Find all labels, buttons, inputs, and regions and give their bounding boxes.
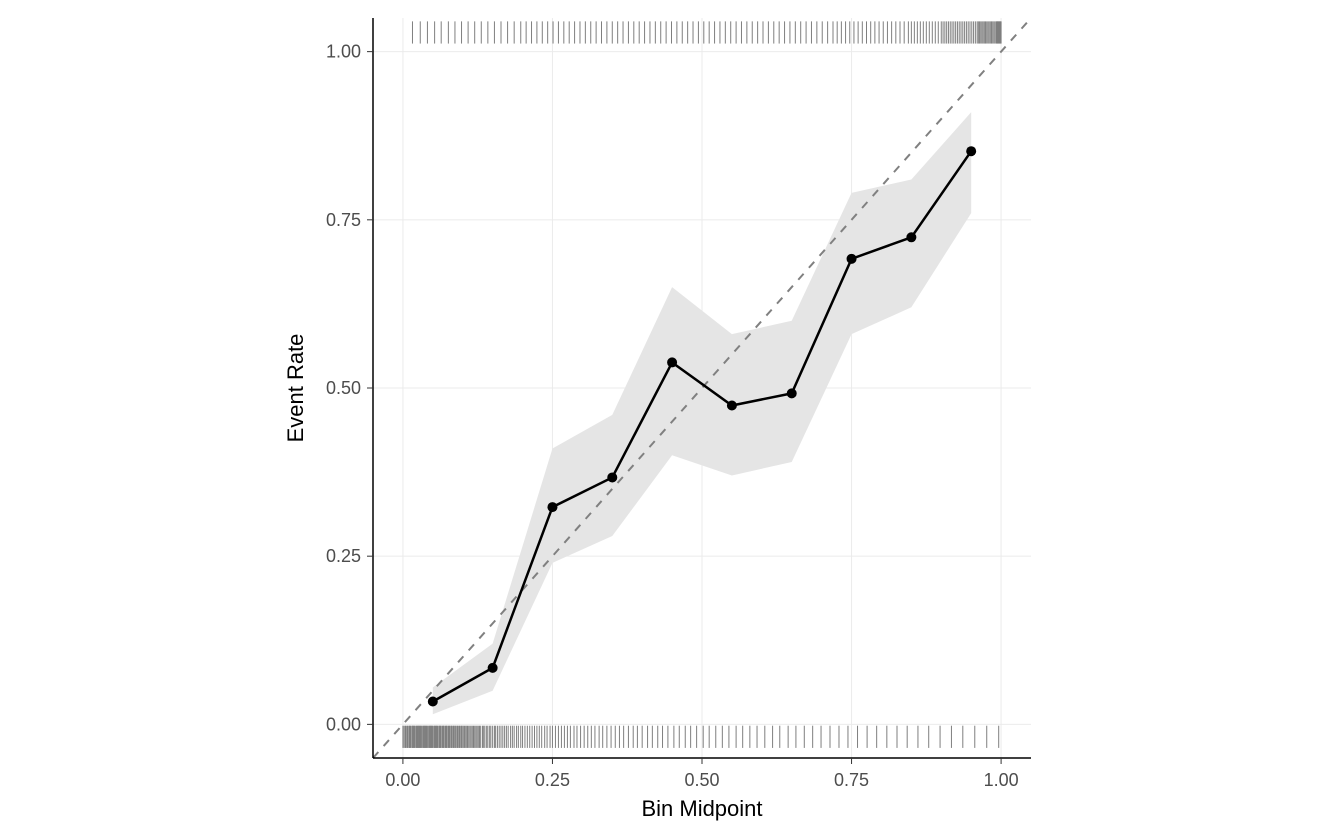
calibration-point bbox=[547, 502, 557, 512]
calibration-point bbox=[607, 472, 617, 482]
x-tick-label: 0.25 bbox=[535, 770, 570, 790]
y-tick-label: 0.00 bbox=[326, 714, 361, 734]
calibration-point bbox=[906, 232, 916, 242]
y-axis-title: Event Rate bbox=[283, 334, 308, 443]
calibration-point bbox=[667, 357, 677, 367]
calibration-point bbox=[847, 254, 857, 264]
y-tick-label: 1.00 bbox=[326, 42, 361, 62]
calibration-point bbox=[727, 400, 737, 410]
calibration-point bbox=[488, 663, 498, 673]
x-tick-label: 0.75 bbox=[834, 770, 869, 790]
chart-svg: 0.00 0.25 0.50 0.75 1.00 0.00 0.25 0.50 0.75 1.00… bbox=[0, 0, 1344, 830]
y-tick-label: 0.25 bbox=[326, 546, 361, 566]
y-tick-label: 0.75 bbox=[326, 210, 361, 230]
x-tick-label: 1.00 bbox=[984, 770, 1019, 790]
calibration-chart: 0.00 0.25 0.50 0.75 1.00 0.00 0.25 0.50 0.75 1.00… bbox=[0, 0, 1344, 830]
calibration-point bbox=[787, 388, 797, 398]
x-tick-label: 0.00 bbox=[385, 770, 420, 790]
y-tick-label: 0.50 bbox=[326, 378, 361, 398]
x-axis-title: Bin Midpoint bbox=[641, 796, 762, 821]
calibration-point bbox=[966, 146, 976, 156]
calibration-point bbox=[428, 696, 438, 706]
x-tick-label: 0.50 bbox=[684, 770, 719, 790]
